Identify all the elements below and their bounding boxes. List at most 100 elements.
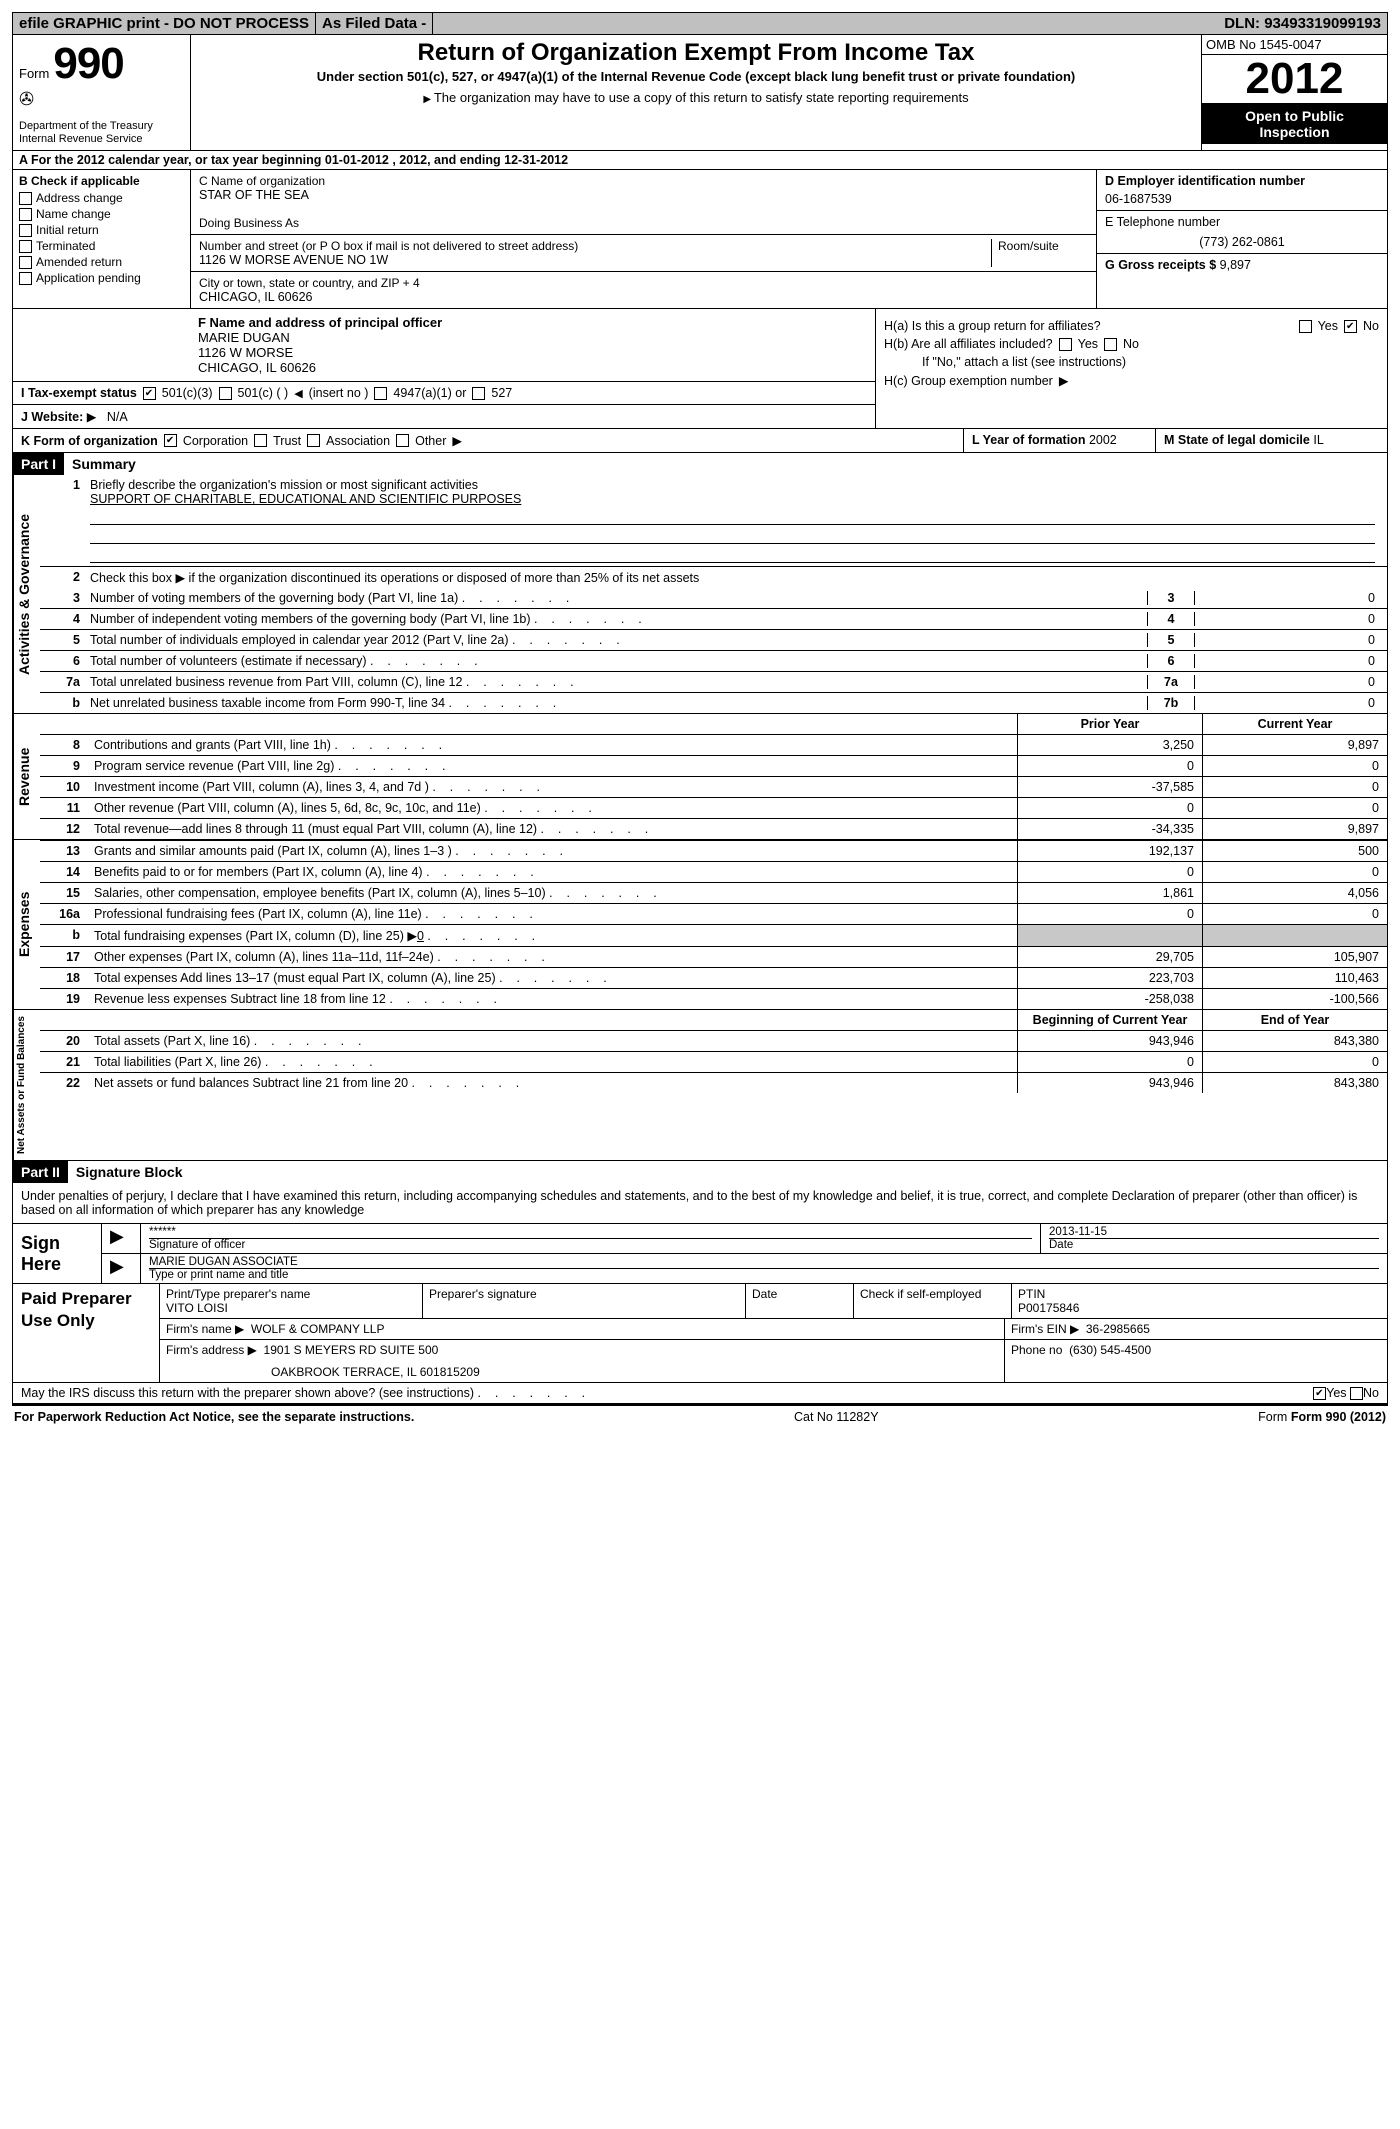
sig-date-label: Date bbox=[1049, 1238, 1379, 1251]
row-j-website: J Website: ▶ N/A bbox=[13, 404, 875, 428]
officer-label: F Name and address of principal officer bbox=[198, 315, 867, 330]
form-title: Return of Organization Exempt From Incom… bbox=[199, 39, 1193, 67]
dba-label: Doing Business As bbox=[199, 216, 1088, 230]
checkbox-initial-return[interactable] bbox=[19, 224, 32, 237]
form-990-page: efile GRAPHIC print - DO NOT PROCESS As … bbox=[12, 12, 1388, 1404]
paid-preparer-block: Paid Preparer Use Only Print/Type prepar… bbox=[13, 1283, 1387, 1382]
dept-treasury: Department of the Treasury bbox=[19, 120, 184, 133]
row-f-officer: F Name and address of principal officer … bbox=[13, 309, 875, 381]
discuss-row: May the IRS discuss this return with the… bbox=[13, 1382, 1387, 1403]
checkbox-4947[interactable] bbox=[374, 387, 387, 400]
col-b-label: B Check if applicable bbox=[19, 174, 184, 188]
line2-text: Check this box ▶ if the organization dis… bbox=[90, 571, 699, 585]
hc-label: H(c) Group exemption number bbox=[884, 374, 1053, 388]
col-h-group: H(a) Is this a group return for affiliat… bbox=[875, 309, 1387, 428]
org-name: STAR OF THE SEA bbox=[199, 188, 1088, 202]
row-i-tax-status: I Tax-exempt status 501(c)(3) 501(c) ( )… bbox=[13, 381, 875, 404]
header-center: Return of Organization Exempt From Incom… bbox=[191, 35, 1201, 150]
checkbox-trust[interactable] bbox=[254, 434, 267, 447]
gross-value: 9,897 bbox=[1220, 258, 1251, 272]
checkbox-terminated[interactable] bbox=[19, 240, 32, 253]
firm-name: WOLF & COMPANY LLP bbox=[251, 1322, 385, 1336]
ein-label: D Employer identification number bbox=[1105, 174, 1379, 188]
header: Form 990 ✇ Department of the Treasury In… bbox=[13, 35, 1387, 150]
ha-label: H(a) Is this a group return for affiliat… bbox=[884, 319, 1293, 333]
form-subtitle: Under section 501(c), 527, or 4947(a)(1)… bbox=[199, 69, 1193, 84]
officer-name: MARIE DUGAN bbox=[198, 330, 867, 345]
state-domicile: IL bbox=[1313, 433, 1323, 447]
checkbox-amended[interactable] bbox=[19, 256, 32, 269]
form-id-block: Form 990 ✇ Department of the Treasury In… bbox=[13, 35, 191, 150]
checkbox-discuss-yes[interactable] bbox=[1313, 1387, 1326, 1400]
hdr-boy: Beginning of Current Year bbox=[1017, 1010, 1202, 1030]
officer-name-title: MARIE DUGAN ASSOCIATE bbox=[149, 1256, 1379, 1268]
dept-irs: Internal Revenue Service bbox=[19, 133, 184, 146]
room-label: Room/suite bbox=[998, 239, 1088, 253]
footer-catno: Cat No 11282Y bbox=[794, 1410, 879, 1424]
checkbox-501c[interactable] bbox=[219, 387, 232, 400]
financial-row: 15Salaries, other compensation, employee… bbox=[40, 882, 1387, 903]
summary-row: 7aTotal unrelated business revenue from … bbox=[40, 671, 1387, 692]
firm-name-label: Firm's name ▶ bbox=[166, 1322, 244, 1336]
firm-phone: (630) 545-4500 bbox=[1069, 1343, 1151, 1357]
col-left-fi: F Name and address of principal officer … bbox=[13, 309, 875, 428]
open-inspection: Open to Public Inspection bbox=[1202, 104, 1387, 144]
tax-year: 2012 bbox=[1202, 55, 1387, 104]
checkbox-501c3[interactable] bbox=[143, 387, 156, 400]
year-formation: 2002 bbox=[1089, 433, 1117, 447]
financial-row: 18Total expenses Add lines 13–17 (must e… bbox=[40, 967, 1387, 988]
checkbox-hb-yes[interactable] bbox=[1059, 338, 1072, 351]
checkbox-527[interactable] bbox=[472, 387, 485, 400]
financial-row: 9Program service revenue (Part VIII, lin… bbox=[40, 755, 1387, 776]
financial-row: 20Total assets (Part X, line 16)943,9468… bbox=[40, 1030, 1387, 1051]
checkbox-hb-no[interactable] bbox=[1104, 338, 1117, 351]
website-value: N/A bbox=[107, 410, 128, 424]
financial-row: 11Other revenue (Part VIII, column (A), … bbox=[40, 797, 1387, 818]
city-value: CHICAGO, IL 60626 bbox=[199, 290, 1088, 304]
prep-name-label: Print/Type preparer's name bbox=[166, 1287, 416, 1301]
mission-text: SUPPORT OF CHARITABLE, EDUCATIONAL AND S… bbox=[90, 492, 521, 506]
checkbox-address-change[interactable] bbox=[19, 192, 32, 205]
hdr-current-year: Current Year bbox=[1202, 714, 1387, 734]
financial-row: 13Grants and similar amounts paid (Part … bbox=[40, 840, 1387, 861]
financial-row: 21Total liabilities (Part X, line 26)00 bbox=[40, 1051, 1387, 1072]
signature-declaration: Under penalties of perjury, I declare th… bbox=[13, 1183, 1387, 1223]
col-b-checkboxes: B Check if applicable Address change Nam… bbox=[13, 170, 191, 308]
street-value: 1126 W MORSE AVENUE NO 1W bbox=[199, 253, 991, 267]
ein-value: 06-1687539 bbox=[1105, 192, 1379, 206]
firm-phone-label: Phone no bbox=[1011, 1343, 1062, 1357]
hdr-prior-year: Prior Year bbox=[1017, 714, 1202, 734]
checkbox-corp[interactable] bbox=[164, 434, 177, 447]
checkbox-other[interactable] bbox=[396, 434, 409, 447]
summary-netassets: Net Assets or Fund Balances Beginning of… bbox=[13, 1009, 1387, 1160]
form-note: The organization may have to use a copy … bbox=[199, 90, 1193, 105]
col-d-ein-tel: D Employer identification number 06-1687… bbox=[1096, 170, 1387, 308]
row-k-form-org: K Form of organization Corporation Trust… bbox=[13, 428, 1387, 452]
row-a-tax-year: A For the 2012 calendar year, or tax yea… bbox=[13, 150, 1387, 169]
officer-city: CHICAGO, IL 60626 bbox=[198, 360, 867, 375]
financial-row: 10Investment income (Part VIII, column (… bbox=[40, 776, 1387, 797]
block-bcd: B Check if applicable Address change Nam… bbox=[13, 169, 1387, 308]
self-employed-label: Check if self-employed bbox=[860, 1287, 981, 1301]
checkbox-app-pending[interactable] bbox=[19, 272, 32, 285]
checkbox-discuss-no[interactable] bbox=[1350, 1387, 1363, 1400]
financial-row: 22Net assets or fund balances Subtract l… bbox=[40, 1072, 1387, 1093]
checkbox-assoc[interactable] bbox=[307, 434, 320, 447]
org-name-label: C Name of organization bbox=[199, 174, 1088, 188]
type-name-label: Type or print name and title bbox=[149, 1268, 1379, 1281]
checkbox-name-change[interactable] bbox=[19, 208, 32, 221]
page-footer: For Paperwork Reduction Act Notice, see … bbox=[12, 1404, 1388, 1428]
topbar: efile GRAPHIC print - DO NOT PROCESS As … bbox=[13, 13, 1387, 35]
col-c-org-info: C Name of organization STAR OF THE SEA D… bbox=[191, 170, 1096, 308]
firm-addr2: OAKBROOK TERRACE, IL 601815209 bbox=[166, 1357, 998, 1379]
street-label: Number and street (or P O box if mail is… bbox=[199, 239, 991, 253]
summary-row: 3Number of voting members of the governi… bbox=[40, 588, 1387, 608]
discuss-question: May the IRS discuss this return with the… bbox=[21, 1386, 474, 1400]
checkbox-ha-no[interactable] bbox=[1344, 320, 1357, 333]
firm-addr-label: Firm's address ▶ bbox=[166, 1343, 257, 1357]
omb-number: OMB No 1545-0047 bbox=[1202, 35, 1387, 55]
sig-officer-label: Signature of officer bbox=[149, 1238, 1032, 1251]
sig-date-value: 2013-11-15 bbox=[1049, 1226, 1379, 1238]
dln: DLN: 93493319099193 bbox=[1218, 13, 1387, 34]
checkbox-ha-yes[interactable] bbox=[1299, 320, 1312, 333]
